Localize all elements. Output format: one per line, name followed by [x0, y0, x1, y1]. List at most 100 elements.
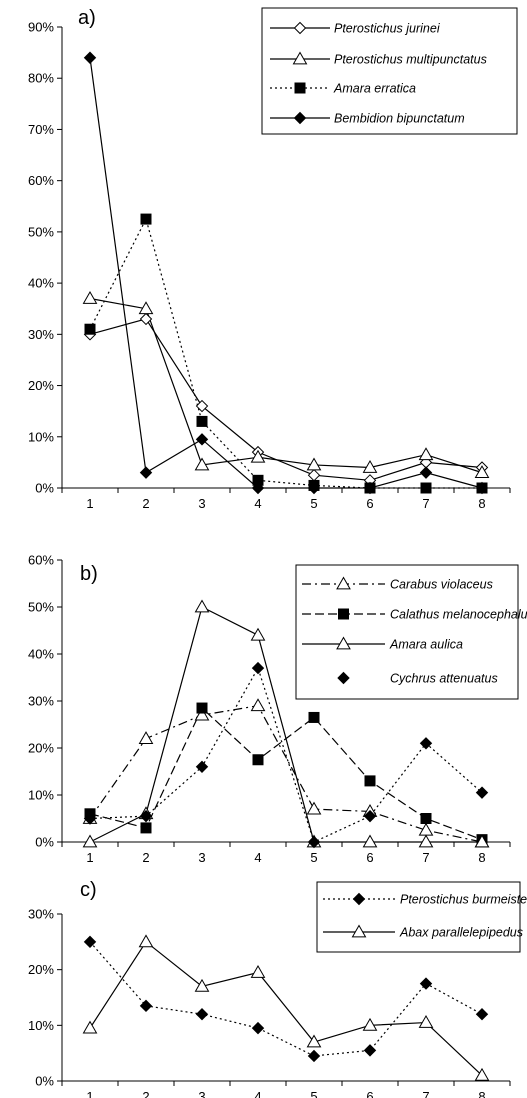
data-point [475, 1007, 489, 1021]
x-tick-label: 2 [142, 496, 149, 511]
y-tick-label: 20% [28, 741, 54, 756]
y-tick-label: 30% [28, 694, 54, 709]
series-line [89, 705, 483, 843]
data-point [139, 809, 153, 823]
x-tick-label: 6 [366, 496, 373, 511]
data-point [308, 711, 320, 723]
data-point [82, 834, 98, 848]
panel-label: c) [80, 879, 97, 901]
x-tick-label: 8 [478, 1089, 485, 1098]
legend-marker [351, 924, 367, 938]
data-point [418, 447, 434, 461]
legend-item: Pterostichus jurinei [270, 22, 441, 36]
y-tick-label: 10% [28, 429, 54, 444]
data-point [195, 1007, 209, 1021]
data-point [250, 449, 266, 463]
data-point [420, 813, 432, 824]
series-line [89, 606, 482, 843]
legend-label: Calathus melanocephalus [390, 608, 527, 622]
data-point [196, 415, 208, 427]
series-line [89, 941, 483, 1057]
x-tick-label: 4 [254, 496, 261, 511]
data-point [194, 707, 210, 721]
data-point [138, 301, 154, 315]
series-line [89, 940, 483, 1076]
legend-marker [338, 608, 349, 620]
data-point [140, 213, 152, 225]
data-point [363, 809, 377, 823]
chart-panel: 0% 10% 20% 30% 1 2 3 4 5 6 7 8 c) Pterostichus burmei… [28, 879, 527, 1098]
legend-item: Pterostichus multipunctatus [270, 51, 487, 67]
legend-marker [293, 111, 307, 125]
x-tick-label: 7 [422, 1089, 429, 1098]
data-point [195, 760, 209, 774]
legend-label: Amara erratica [333, 82, 416, 96]
legend-item: Amara aulica [302, 636, 463, 652]
data-point [194, 978, 210, 992]
panel-label: b) [80, 563, 98, 585]
legend-label: Carabus violaceus [390, 578, 493, 592]
legend-item: Amara erratica [270, 82, 416, 96]
y-tick-label: 60% [28, 173, 54, 188]
x-tick-label: 6 [366, 850, 373, 865]
legend-item: Carabus violaceus [302, 576, 493, 592]
data-point [474, 1067, 490, 1081]
y-tick-label: 20% [28, 378, 54, 393]
y-tick-label: 80% [28, 71, 54, 86]
legend-item: Abax parallelepipedus [323, 924, 523, 940]
data-point [82, 290, 98, 304]
legend-marker [294, 82, 306, 94]
legend: Pterostichus jurinei Pterostichus multipu… [261, 7, 518, 135]
y-tick-label: 0% [35, 1074, 54, 1089]
y-tick-label: 0% [35, 481, 54, 496]
y-tick-label: 50% [28, 600, 54, 615]
legend-label: Pterostichus multipunctatus [334, 53, 487, 67]
legend-marker [337, 671, 350, 685]
x-tick-label: 8 [478, 850, 485, 865]
x-tick-label: 1 [86, 850, 93, 865]
y-tick-label: 0% [35, 835, 54, 850]
data-point [306, 1034, 322, 1048]
y-tick-label: 50% [28, 224, 54, 239]
chart-panel: 0% 10% 20% 30% 40% 50% 60% 70% 80% 90% 1 2 3 4 5 6 7 8 a) P… [28, 7, 518, 511]
data-point [306, 801, 322, 815]
data-point [307, 835, 321, 849]
data-point [251, 481, 265, 495]
x-tick-label: 3 [198, 850, 205, 865]
data-point [419, 977, 433, 990]
data-point [84, 323, 96, 335]
legend-label: Pterostichus burmeisteri [400, 893, 527, 907]
data-point [194, 457, 210, 471]
data-point [362, 460, 378, 473]
data-point [83, 51, 97, 64]
data-point [139, 999, 153, 1013]
y-tick-label: 10% [28, 788, 54, 803]
y-tick-label: 60% [28, 553, 54, 568]
data-point [418, 822, 434, 836]
data-point [195, 433, 209, 446]
series-line [89, 57, 483, 489]
legend-marker [336, 636, 351, 650]
x-tick-label: 6 [366, 1089, 373, 1098]
legend-item: Calathus melanocephalus [302, 608, 527, 622]
y-tick-label: 10% [28, 1018, 54, 1033]
x-tick-label: 5 [310, 496, 317, 511]
y-tick-label: 70% [28, 122, 54, 137]
data-point [418, 834, 434, 848]
data-point [138, 731, 154, 744]
data-point [250, 627, 266, 641]
data-point [420, 482, 432, 494]
legend-item: Cychrus attenuatus [337, 671, 498, 686]
data-point [474, 465, 490, 479]
legend-box [295, 564, 519, 700]
legend-box [316, 881, 521, 953]
data-point [250, 964, 266, 978]
data-point [362, 834, 378, 848]
data-point [475, 786, 489, 799]
x-tick-label: 5 [310, 850, 317, 865]
data-point [362, 1017, 378, 1031]
y-tick-label: 20% [28, 962, 54, 977]
legend-label: Pterostichus jurinei [334, 22, 441, 36]
x-tick-label: 4 [254, 1089, 261, 1098]
